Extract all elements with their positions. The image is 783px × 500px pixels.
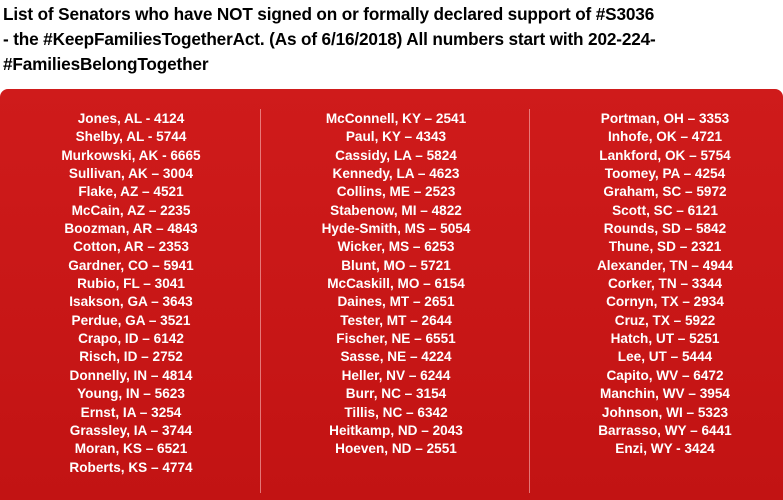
senator-entry: Risch, ID – 2752 xyxy=(79,349,183,365)
senator-entry: Young, IN – 5623 xyxy=(77,386,185,402)
senator-entry: Moran, KS – 6521 xyxy=(74,441,188,457)
senator-entry: Heller, NV – 6244 xyxy=(341,367,451,383)
senator-entry: Paul, KY – 4343 xyxy=(345,129,447,145)
senator-entry: Ernst, IA – 3254 xyxy=(80,404,182,420)
column-divider xyxy=(260,109,261,493)
senator-entry: Murkowski, AK - 6665 xyxy=(61,147,201,163)
senator-entry: Cornyn, TX – 2934 xyxy=(606,294,724,310)
senator-entry: Wicker, MS – 6253 xyxy=(337,239,455,255)
senator-entry: Burr, NC – 3154 xyxy=(345,386,447,402)
senator-entry: Stabenow, MI – 4822 xyxy=(330,202,462,218)
senator-entry: Hoeven, ND – 2551 xyxy=(335,441,457,457)
senator-entry: Flake, AZ – 4521 xyxy=(78,184,184,200)
senator-entry: Scott, SC – 6121 xyxy=(612,202,718,218)
column-divider xyxy=(529,109,530,493)
senator-entry: Lee, UT – 5444 xyxy=(617,349,713,365)
senator-entry: Roberts, KS – 4774 xyxy=(69,459,193,475)
senator-entry: McCain, AZ – 2235 xyxy=(71,202,191,218)
senator-entry: Barrasso, WY – 6441 xyxy=(598,422,732,438)
senator-entry: Johnson, WI – 5323 xyxy=(601,404,729,420)
senator-entry: Tester, MT – 2644 xyxy=(340,312,452,328)
senator-entry: Rubio, FL – 3041 xyxy=(77,276,185,292)
senator-entry: Toomey, PA – 4254 xyxy=(604,166,726,182)
senator-entry: Enzi, WY - 3424 xyxy=(615,441,715,457)
senator-entry: Corker, TN – 3344 xyxy=(607,276,723,292)
senator-entry: Inhofe, OK – 4721 xyxy=(607,129,723,145)
senator-entry: Sullivan, AK – 3004 xyxy=(68,166,194,182)
senator-entry: Boozman, AR – 4843 xyxy=(64,221,198,237)
header-line-3: #FamiliesBelongTogether xyxy=(3,54,209,74)
senator-column-3: Portman, OH – 3353 Inhofe, OK – 4721 Lankf… xyxy=(540,110,783,459)
senator-entry: McConnell, KY – 2541 xyxy=(325,111,467,126)
senator-entry: Kennedy, LA – 4623 xyxy=(332,166,460,182)
senator-entry: Grassley, IA – 3744 xyxy=(69,422,193,438)
senator-entry: Rounds, SD – 5842 xyxy=(603,221,727,237)
senator-entry: Manchin, WV – 3954 xyxy=(600,386,730,402)
senator-entry: Hyde-Smith, MS – 5054 xyxy=(321,221,471,237)
senator-entry: Cruz, TX – 5922 xyxy=(614,312,716,328)
senator-column-2: McConnell, KY – 2541 Paul, KY – 4343 Cassi… xyxy=(271,110,521,459)
senator-entry: Jones, AL - 4124 xyxy=(77,111,185,126)
senator-list-panel: Jones, AL - 4124 Shelby, AL - 5744 Murkows… xyxy=(0,89,783,500)
senator-entry: Sasse, NE – 4224 xyxy=(340,349,452,365)
senator-entry: Isakson, GA – 3643 xyxy=(69,294,193,310)
senator-entry: Portman, OH – 3353 xyxy=(600,111,730,126)
senator-entry: Lankford, OK – 5754 xyxy=(599,147,731,163)
senator-entry: Tillis, NC – 6342 xyxy=(344,404,448,420)
senator-entry: Crapo, ID – 6142 xyxy=(78,331,184,347)
senator-entry: Daines, MT – 2651 xyxy=(337,294,455,310)
senator-entry: Alexander, TN – 4944 xyxy=(596,257,733,273)
senator-entry: Cotton, AR – 2353 xyxy=(73,239,189,255)
senator-entry: Collins, ME – 2523 xyxy=(336,184,456,200)
senator-entry: McCaskill, MO – 6154 xyxy=(327,276,465,292)
senator-entry: Shelby, AL - 5744 xyxy=(75,129,187,145)
senator-entry: Fischer, NE – 6551 xyxy=(336,331,456,347)
senator-column-1: Jones, AL - 4124 Shelby, AL - 5744 Murkows… xyxy=(6,110,256,477)
header-text: List of Senators who have NOT signed on … xyxy=(3,2,781,77)
header-line-1: List of Senators who have NOT signed on … xyxy=(3,4,655,24)
senator-entry: Thune, SD – 2321 xyxy=(608,239,722,255)
senator-entry: Perdue, GA – 3521 xyxy=(71,312,191,328)
senator-entry: Hatch, UT – 5251 xyxy=(610,331,720,347)
senator-entry: Cassidy, LA – 5824 xyxy=(335,147,457,163)
header-line-2: - the #KeepFamiliesTogetherAct. (As of 6… xyxy=(3,29,656,49)
senator-entry: Blunt, MO – 5721 xyxy=(341,257,451,273)
senator-entry: Heitkamp, ND – 2043 xyxy=(329,422,463,438)
senator-entry: Donnelly, IN – 4814 xyxy=(69,367,193,383)
senator-entry: Gardner, CO – 5941 xyxy=(68,257,194,273)
senator-entry: Graham, SC – 5972 xyxy=(603,184,727,200)
senator-entry: Capito, WV – 6472 xyxy=(606,367,724,383)
